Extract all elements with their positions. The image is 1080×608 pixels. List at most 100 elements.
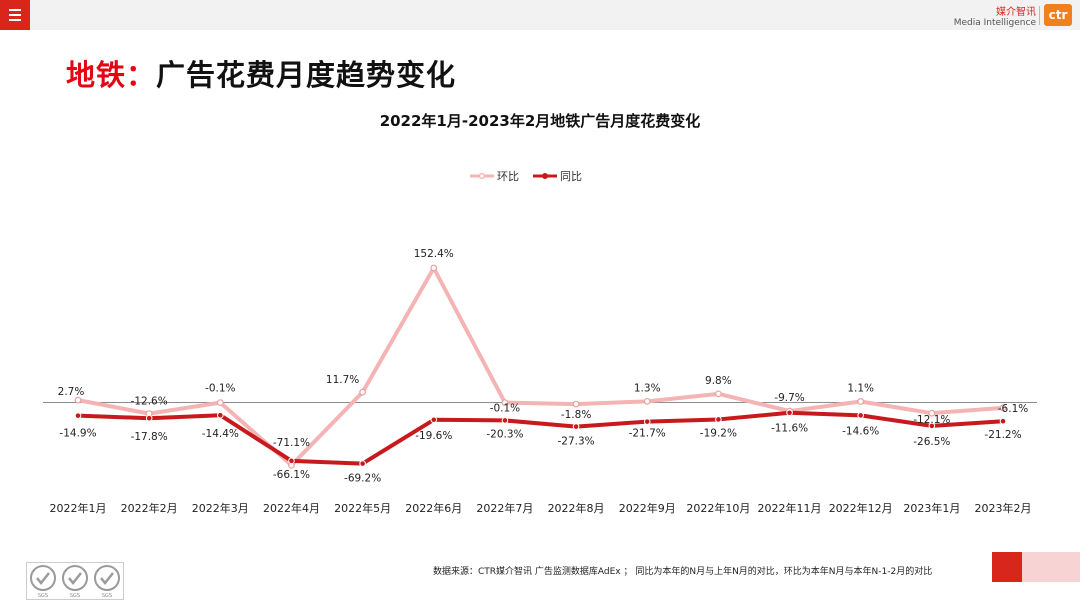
x-tick-label: 2022年1月 [50,501,107,515]
data-point-yoy [74,412,82,419]
x-tick-label: 2022年10月 [686,501,750,515]
data-label-yoy: -21.2% [984,429,1021,441]
data-label-yoy: -11.6% [771,423,808,435]
footer-pink-block [1022,552,1080,582]
sgs-badge-ring [30,565,56,591]
sgs-check-icon [100,572,114,586]
data-point-mom [999,404,1007,412]
hamburger-menu-icon[interactable] [0,0,30,30]
top-bar: 媒介智讯 Media Intelligence ctr [0,0,1080,30]
sgs-check-icon [36,572,50,586]
legend-label-mom: 环比 [497,170,519,183]
legend-swatch-yoy [533,173,557,179]
data-point-mom [216,399,224,406]
legend-item-mom: 环比 [470,168,519,184]
data-point-mom [928,409,936,417]
sgs-badge-ring [62,565,88,591]
data-point-mom [714,390,722,398]
x-tick-label: 2023年1月 [903,501,960,515]
sgs-badge-label: SGS [102,593,112,599]
data-point-yoy [217,411,224,419]
data-point-yoy [715,416,722,423]
x-tick-label: 2022年5月 [334,501,391,515]
data-point-yoy [288,457,295,465]
data-point-yoy [786,409,793,417]
data-label-mom: -71.1% [273,437,310,449]
x-tick-label: 2022年6月 [405,501,462,515]
data-point-yoy [857,412,864,419]
data-label-mom: 11.7% [326,374,359,386]
data-point-yoy [999,417,1007,425]
data-point-mom [430,264,438,272]
sgs-badge-label: SGS [70,593,80,599]
footer-red-block [992,552,1022,582]
data-label-mom: -0.1% [205,383,235,395]
data-label-yoy: -14.9% [59,428,96,440]
brand-en: Media Intelligence [953,18,1036,28]
data-label-yoy: -69.2% [344,473,381,485]
data-point-mom [643,397,651,405]
chart-title: 2022年1月-2023年2月地铁广告月度花费变化 [379,112,701,130]
x-tick-label: 2023年2月 [975,501,1032,515]
x-tick-label: 2022年8月 [548,501,605,515]
ctr-logo: ctr [1044,4,1072,26]
data-label-yoy: -19.6% [415,430,452,442]
data-label-mom: 152.4% [414,248,454,260]
data-label-mom: -6.1% [998,403,1028,415]
x-tick-label: 2022年12月 [829,501,893,515]
footer-note: 数据来源：CTR媒介智讯 广告监测数据库AdEx ； 同比为本年的N月与上年N月… [433,567,933,577]
series-line-yoy [76,410,1005,466]
data-label-mom: 9.8% [705,375,732,387]
data-label-mom: -0.1% [490,403,520,415]
series-line-mom [76,266,1005,468]
x-tick-label: 2022年7月 [476,501,533,515]
data-label-mom: -12.1% [913,414,950,426]
data-label-mom: 1.3% [634,382,661,394]
x-tick-label: 2022年2月 [121,501,178,515]
data-point-yoy [643,418,651,425]
data-label-mom: -12.6% [131,396,168,408]
data-label-mom: -1.8% [561,409,591,421]
sgs-certification-badges: SGS SGS SGS [26,562,124,600]
data-label-mom: 1.1% [847,383,874,395]
data-label-mom: -9.7% [774,392,804,404]
chart-legend: 环比 同比 [470,168,582,184]
sgs-check-icon [68,572,82,586]
footer-blocks [992,552,1080,582]
data-point-yoy [145,414,153,422]
data-label-yoy: -14.6% [842,425,879,437]
x-tick-label: 2022年11月 [758,501,822,515]
data-label-yoy: -26.5% [913,436,950,448]
sgs-badge-ring [94,565,120,591]
data-label-yoy: -14.4% [202,428,239,440]
data-point-yoy [501,417,509,424]
page-title-rest: 广告花费月度趋势变化 [156,58,457,92]
data-point-mom [857,398,865,405]
brand-divider [1039,6,1040,25]
data-label-yoy: -66.1% [273,469,310,481]
brand-text: 媒介智讯 Media Intelligence [954,7,1036,29]
data-label-mom: 2.7% [58,386,85,398]
data-point-yoy [359,460,366,467]
data-point-mom [501,399,509,406]
brand-cn: 媒介智讯 [996,7,1036,18]
page-title: 地铁：广告花费月度趋势变化 [66,52,456,94]
sgs-badge-label: SGS [38,593,48,599]
data-label-yoy: -20.3% [486,428,523,440]
sgs-badges-graphic: SGS SGS SGS [30,565,120,599]
legend-swatch-mom [470,172,494,180]
data-point-mom [359,388,367,396]
data-point-yoy [430,416,438,424]
legend-label-yoy: 同比 [560,170,582,183]
x-tick-label: 2022年9月 [619,501,676,515]
legend-item-yoy: 同比 [533,168,582,184]
data-point-yoy [928,422,936,430]
x-tick-label: 2022年4月 [263,501,320,515]
data-label-yoy: -19.2% [700,427,737,439]
page-title-accent: 地铁： [66,58,157,92]
data-label-yoy: -21.7% [629,428,666,440]
x-tick-label: 2022年3月 [192,501,249,515]
data-point-mom [74,396,82,404]
data-label-yoy: -27.3% [557,436,594,448]
